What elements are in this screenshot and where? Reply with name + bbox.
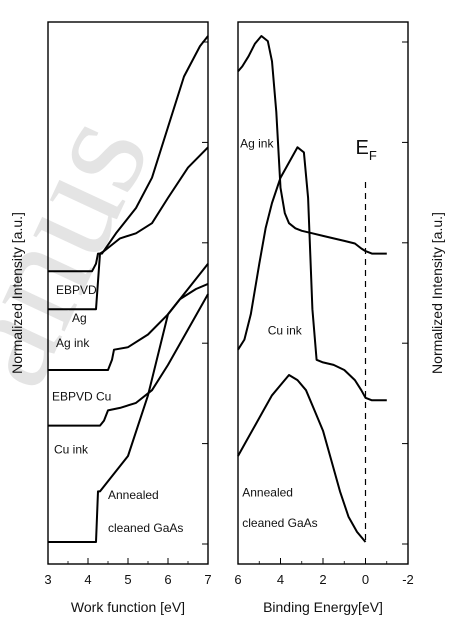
curve-label-ebpvd-cu: EBPVD Cu (52, 389, 111, 403)
x-tick-label: -2 (402, 572, 414, 587)
curve-label-cu-ink: Cu ink (268, 324, 303, 338)
x-tick-label: 0 (362, 572, 369, 587)
y-axis-title: Normalized Intensity [a.u.] (9, 212, 25, 374)
curve-label-annealed: Annealed (242, 485, 293, 499)
binding-energy-panel: 6 4 2 0 -2 Binding Energy[eV] Normalized Inten… (234, 21, 445, 615)
work-function-panel: 3 4 5 6 7 Work function [eV] Normalized Intens… (9, 21, 212, 615)
fermi-level-label: EF (356, 137, 377, 163)
series-line-annealed-cleaned-gaas (48, 282, 209, 543)
fermi-level-subscript: F (369, 148, 377, 163)
x-tick-label: 2 (319, 572, 326, 587)
series-line-ag-ink (48, 146, 209, 311)
x-tick-label: 6 (164, 572, 171, 587)
curve-label-annealed: Annealed (108, 488, 159, 502)
curve-label-ag-ink: Ag ink (56, 336, 90, 350)
y-axis-title: Normalized Intensity [a.u.] (429, 212, 445, 374)
series-line-cu-ink (48, 293, 209, 427)
x-tick-label: 6 (234, 572, 241, 587)
x-tick-label: 7 (204, 572, 211, 587)
curve-label-cleaned-gaas: cleaned GaAs (242, 516, 317, 530)
series-line-ebpvd-ag (48, 35, 209, 273)
x-axis-title: Work function [eV] (71, 599, 185, 615)
x-tick-label: 3 (44, 572, 51, 587)
series-line-ag-ink (237, 35, 387, 255)
curve-label-ag: Ag (72, 311, 87, 325)
x-axis-title: Binding Energy[eV] (263, 599, 383, 615)
plot-frame (237, 21, 409, 565)
x-tick-label: 4 (84, 572, 91, 587)
x-tick-label: 5 (124, 572, 131, 587)
x-tick-label: 4 (277, 572, 284, 587)
series-line-annealed-cleaned-gaas (237, 374, 367, 543)
curve-label-cu-ink: Cu ink (54, 442, 89, 456)
series-line-cu-ink (237, 146, 387, 402)
curve-label-cleaned-gaas: cleaned GaAs (108, 521, 183, 535)
curve-label-ag-ink: Ag ink (240, 136, 274, 150)
watermark: anus (0, 90, 181, 409)
curve-label-ebpvd: EBPVD (56, 283, 97, 297)
